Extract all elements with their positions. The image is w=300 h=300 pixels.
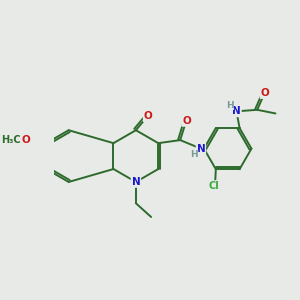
Text: N: N xyxy=(131,177,140,187)
Text: O: O xyxy=(182,116,191,126)
Text: H: H xyxy=(190,150,198,159)
Text: O: O xyxy=(260,88,269,98)
Text: O: O xyxy=(22,135,30,145)
Text: N: N xyxy=(196,144,205,154)
Text: H: H xyxy=(226,101,234,110)
Text: N: N xyxy=(232,106,241,116)
Text: Cl: Cl xyxy=(208,181,219,191)
Text: O: O xyxy=(144,111,152,121)
Text: H₃C: H₃C xyxy=(1,135,20,145)
